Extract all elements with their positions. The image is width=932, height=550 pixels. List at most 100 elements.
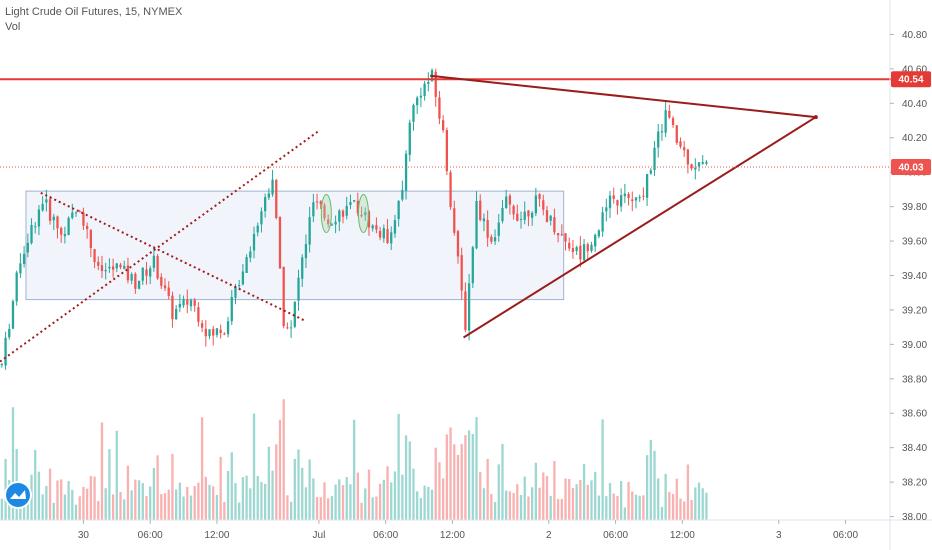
price-axis[interactable]: 40.8040.6040.4040.2040.0039.8039.6039.40…	[890, 30, 927, 523]
volume-bar	[649, 439, 652, 520]
candle	[601, 212, 604, 232]
range-box[interactable]	[25, 190, 565, 301]
triangle-upper-trendline[interactable]	[430, 74, 816, 119]
candle	[152, 255, 156, 268]
candle	[252, 233, 256, 251]
candle	[37, 209, 41, 227]
volume-bar	[419, 497, 423, 520]
candle	[115, 263, 118, 269]
volume-bar	[301, 467, 304, 520]
candle	[97, 261, 100, 266]
volume-bar	[193, 486, 196, 520]
volume-bar	[252, 413, 256, 520]
triangle-lower-trendline[interactable]	[463, 116, 817, 339]
candle	[382, 228, 385, 239]
volume-bar	[412, 468, 415, 520]
volume-bar	[364, 488, 367, 520]
volume-indicator-label[interactable]: Vol	[5, 21, 21, 33]
volume-bar	[341, 485, 345, 520]
candle	[263, 197, 267, 212]
candle	[271, 179, 274, 195]
volume-bar	[441, 478, 445, 520]
candle	[186, 299, 189, 305]
volume-bar	[594, 471, 597, 520]
volume-bar	[160, 494, 163, 520]
volume-bar	[189, 495, 193, 520]
volume-bar	[378, 483, 382, 520]
candle	[490, 236, 493, 242]
candle	[471, 247, 474, 284]
candle	[22, 253, 26, 264]
volume-bar	[397, 413, 400, 520]
candle	[200, 323, 204, 328]
volume-bar	[371, 497, 374, 520]
volume-bar	[579, 479, 582, 520]
volume-bar	[568, 479, 571, 520]
volume-bar	[705, 492, 708, 520]
volume-bar	[85, 488, 89, 520]
candle	[267, 193, 271, 198]
highlight-ellipse[interactable]	[320, 194, 332, 234]
y-tick-label: 38.20	[902, 478, 927, 489]
candle	[505, 196, 508, 209]
volume-bar	[234, 482, 237, 520]
candle	[479, 200, 482, 220]
volume-bar	[475, 417, 478, 520]
candle	[160, 276, 163, 286]
plot-area[interactable]	[0, 68, 898, 520]
candle	[249, 251, 252, 258]
symbol-title[interactable]: Light Crude Oil Futures, 15, NYMEX	[5, 6, 183, 18]
candle	[608, 195, 612, 209]
candle	[60, 227, 63, 235]
tradingview-icon[interactable]	[6, 483, 30, 507]
candle	[378, 230, 382, 238]
volume-bar	[597, 495, 601, 520]
volume-bar	[701, 488, 704, 520]
candle	[553, 217, 556, 233]
candle	[234, 286, 237, 298]
candle	[119, 264, 122, 268]
dotted-up-trendline[interactable]	[0, 130, 320, 363]
candle	[516, 213, 519, 221]
candle	[30, 224, 33, 244]
volume-bar	[319, 497, 322, 520]
volume-bar	[34, 449, 37, 520]
candle	[671, 118, 675, 125]
volume-bar	[26, 486, 29, 520]
volume-bar	[497, 464, 500, 520]
volume-bar	[130, 490, 133, 520]
candle	[356, 200, 360, 214]
candle	[82, 212, 85, 226]
time-axis[interactable]: 30 06:00 12:00 Jul 06:00 12:00 2 06:00 12:00 3 06:…	[78, 520, 859, 541]
drawings-layer[interactable]	[0, 74, 898, 363]
volume-bar	[490, 494, 493, 520]
candle	[130, 274, 133, 281]
volume-bar	[471, 433, 474, 520]
volume-bar	[512, 493, 515, 520]
volume-bar	[256, 476, 259, 520]
candle	[653, 147, 656, 171]
volume-bar	[226, 470, 230, 520]
candle	[560, 234, 563, 236]
volume-bar	[401, 474, 404, 520]
candle	[245, 257, 248, 274]
volume-bar	[427, 486, 430, 520]
highlight-ellipse[interactable]	[357, 194, 369, 234]
candle	[52, 216, 55, 221]
candle	[579, 245, 582, 260]
volume-bar	[616, 495, 619, 520]
volume-bar	[230, 452, 233, 520]
candle	[15, 272, 18, 302]
volume-bar	[271, 470, 274, 520]
candle	[508, 195, 512, 205]
candle	[416, 97, 419, 106]
volume-bar	[356, 472, 360, 520]
dotted-down-trendline[interactable]	[40, 191, 305, 322]
triangle-apex-point[interactable]	[813, 115, 818, 120]
volume-bar	[423, 485, 426, 520]
volume-bar	[0, 498, 4, 520]
volume-bar	[386, 466, 389, 520]
volume-bar	[564, 478, 567, 520]
candle	[45, 199, 48, 203]
